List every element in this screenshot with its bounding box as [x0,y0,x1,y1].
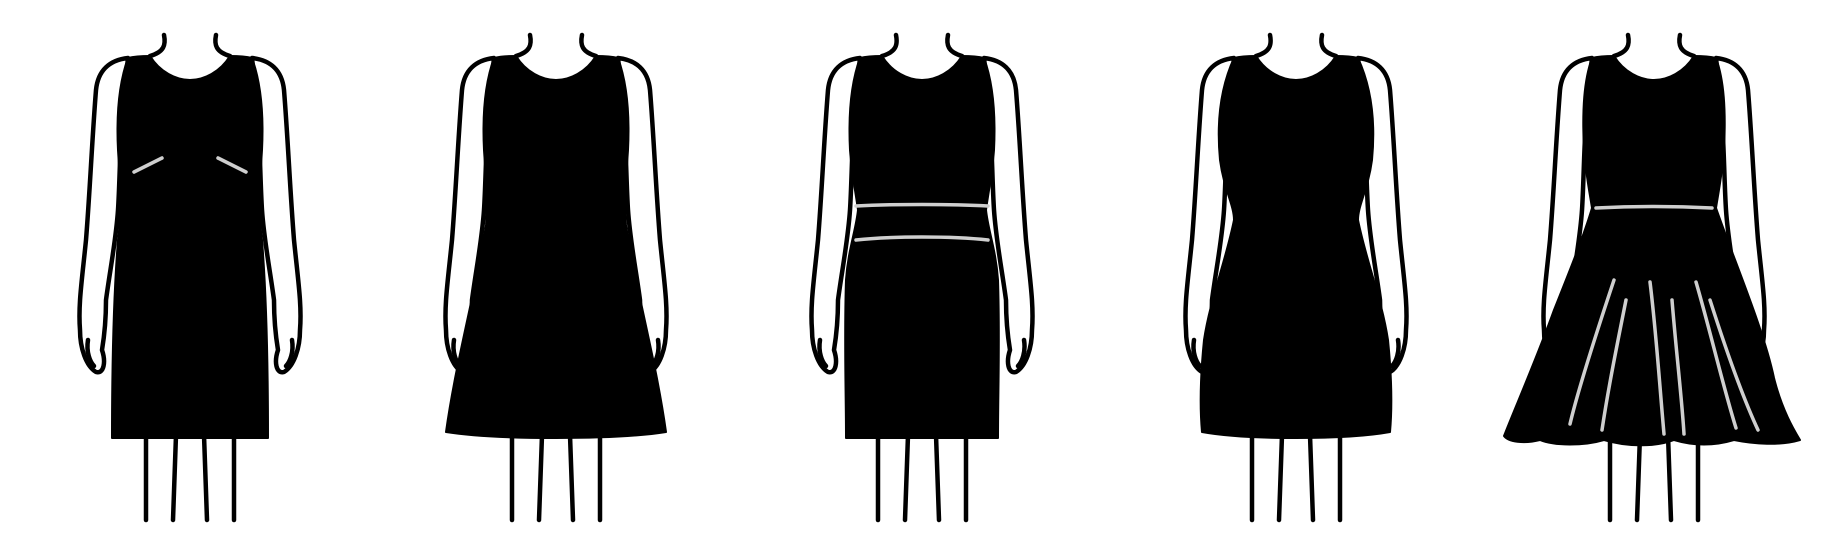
dress-figure-4 [1185,35,1406,520]
dress-a-line [445,55,667,439]
pleat-line-1 [1568,278,1616,426]
dress-sheath [111,55,269,439]
pleat-line-6 [1708,298,1760,432]
dress-figure-2 [445,35,666,520]
dress-figure-1 [79,35,300,520]
dress-figure-3 [811,35,1032,520]
dress-figure-5 [1503,35,1801,520]
pleat-line-4 [1670,298,1686,436]
pleat-line-2 [1600,298,1628,432]
bust-dart-right [216,156,248,174]
waistband-top [854,202,990,208]
dress-waistband-sheath [844,55,1000,439]
pleat-line-3 [1648,280,1666,436]
dress-fit-and-flare [1199,55,1393,439]
waistband-bottom [854,235,990,242]
bust-dart-left [132,156,164,174]
waist-seam [1594,204,1714,210]
pleat-line-5 [1694,280,1738,430]
